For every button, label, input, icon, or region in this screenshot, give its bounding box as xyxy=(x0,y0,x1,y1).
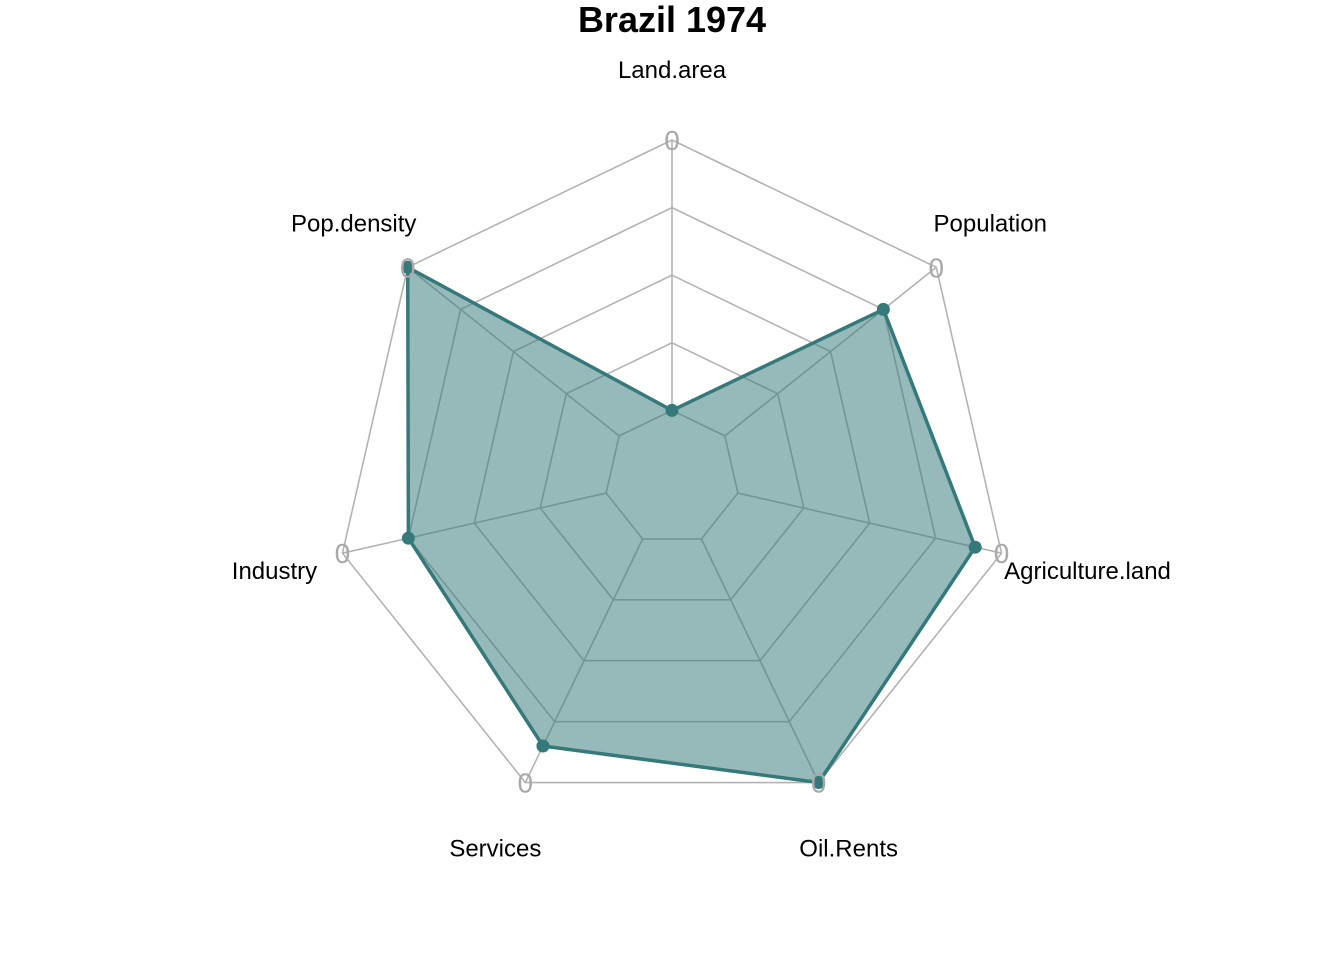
tick-label: 0 xyxy=(928,252,944,283)
tick-label: 0 xyxy=(664,125,680,156)
tick-label: 0 xyxy=(994,538,1010,569)
tick-label: 0 xyxy=(811,768,827,799)
series-area-0 xyxy=(405,265,977,785)
axis-label-pop-density: Pop.density xyxy=(291,210,416,237)
axis-label-oil-rents: Oil.Rents xyxy=(799,836,898,863)
data-point-population xyxy=(876,302,890,316)
data-point-oil-rents xyxy=(812,776,826,790)
data-point-services xyxy=(536,739,550,753)
tick-label: 0 xyxy=(400,252,416,283)
radar-series xyxy=(401,260,982,790)
tick-label: 0 xyxy=(518,768,534,799)
tick-label: 0 xyxy=(335,538,351,569)
chart-title: Brazil 1974 xyxy=(578,0,766,40)
axis-label-services: Services xyxy=(449,836,541,863)
data-point-agriculture-land xyxy=(968,540,982,554)
axis-label-land-area: Land.area xyxy=(618,57,727,84)
data-point-industry xyxy=(401,531,415,545)
grid-ring-4 xyxy=(341,139,1003,784)
axis-label-population: Population xyxy=(934,210,1047,237)
axis-label-industry: Industry xyxy=(232,558,317,585)
radar-axis-labels: 0Land.area0Population0Agriculture.land0O… xyxy=(232,57,1171,863)
data-point-pop-density xyxy=(401,260,415,274)
data-point-land-area xyxy=(665,403,679,417)
axis-label-agriculture-land: Agriculture.land xyxy=(1004,558,1171,585)
